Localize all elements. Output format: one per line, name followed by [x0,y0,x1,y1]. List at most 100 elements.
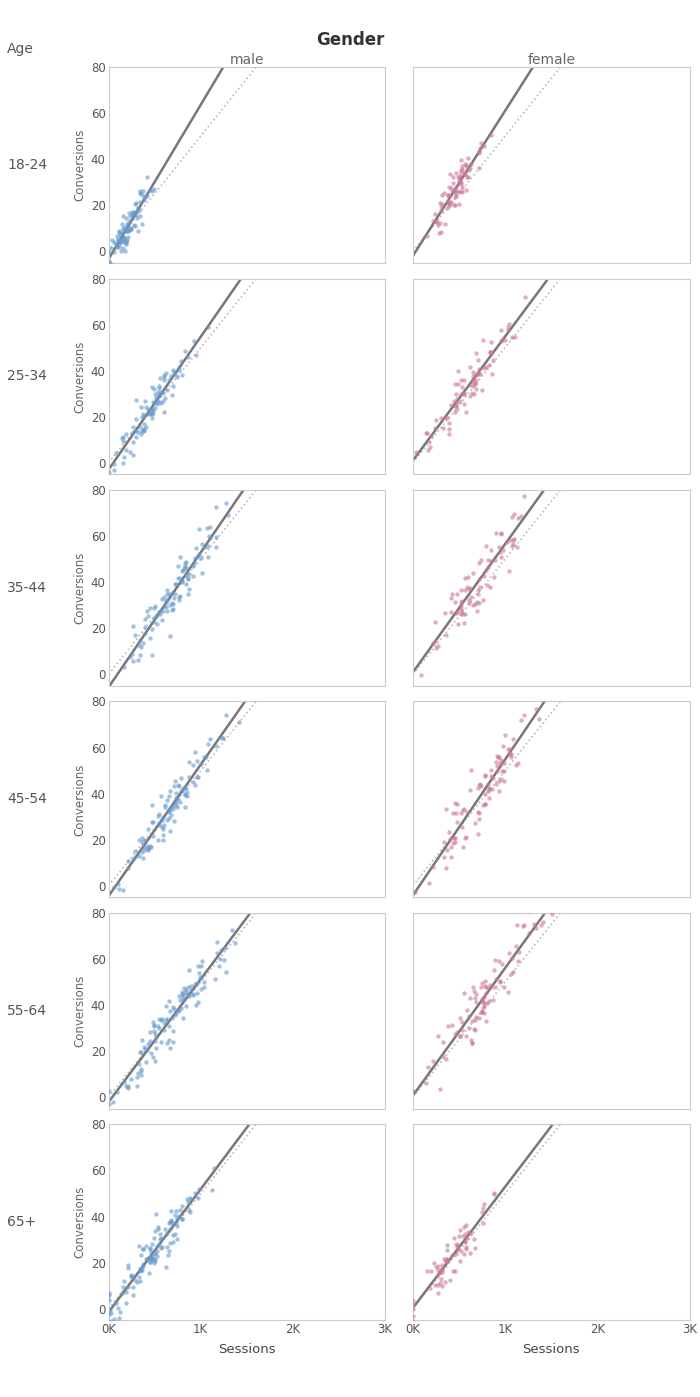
Point [479,766,490,788]
Point [468,365,479,387]
Point [452,373,463,395]
Point [508,528,519,550]
Point [164,1232,176,1255]
Point [143,398,154,420]
Point [198,971,209,993]
Point [168,374,179,397]
Point [179,339,190,362]
Point [151,1235,162,1257]
Point [173,587,184,609]
Point [148,826,159,848]
Point [193,543,204,566]
Point [211,525,222,548]
Point [459,1224,470,1246]
Point [520,285,531,307]
Point [440,602,451,624]
Point [176,767,187,789]
Point [116,427,127,450]
Point [193,1178,204,1200]
Point [480,982,491,1004]
Point [500,724,511,746]
Point [476,990,487,1013]
Point [168,775,179,798]
Point [178,983,189,1006]
Point [129,845,140,868]
Text: 35-44: 35-44 [7,581,47,595]
Point [452,180,463,203]
Point [551,662,562,685]
Point [197,562,208,584]
Point [133,1235,144,1257]
Point [188,982,199,1004]
Point [512,507,524,529]
Point [133,648,144,671]
Point [146,1248,157,1270]
Point [473,802,484,824]
Point [150,1249,161,1271]
Point [480,975,491,997]
Point [466,1032,477,1055]
Point [449,394,461,416]
Point [112,225,123,247]
Point [150,605,162,627]
Point [168,795,179,817]
Point [177,988,188,1010]
Point [143,1032,154,1055]
Point [435,221,447,243]
Point [125,1264,136,1287]
Y-axis label: Conversions: Conversions [74,763,87,835]
Point [435,1267,447,1289]
Point [473,774,484,796]
Point [183,958,194,981]
Point [155,367,166,390]
Point [483,549,494,571]
Point [164,785,175,807]
Point [154,803,165,826]
Point [127,1264,139,1287]
Point [475,137,486,159]
Point [158,814,169,837]
Point [195,954,206,977]
Point [127,430,139,453]
Point [162,588,174,610]
Point [495,319,506,341]
Point [470,1006,482,1028]
Point [129,214,140,236]
Point [505,743,517,766]
Point [475,977,486,999]
Point [148,1014,160,1037]
Point [483,989,494,1011]
Point [176,570,188,592]
Point [456,598,467,620]
Point [136,841,148,863]
Point [170,770,181,792]
Point [129,623,140,645]
Point [141,186,153,208]
Point [220,492,232,514]
Point [452,359,463,381]
Point [455,172,466,194]
Point [220,703,232,725]
Point [455,180,466,203]
Point [456,376,468,398]
Point [486,549,497,571]
Point [141,1235,152,1257]
Point [506,963,517,985]
Point [143,605,154,627]
Point [456,383,467,405]
Point [180,555,191,577]
Point [445,191,456,214]
Point [158,585,169,608]
Point [452,1238,463,1260]
Point [434,222,445,244]
Point [163,583,174,605]
Point [165,1210,176,1232]
Point [509,327,520,349]
Point [435,200,447,222]
Point [470,1236,481,1259]
Point [146,398,157,420]
Point [173,1204,184,1227]
Point [443,412,454,434]
Point [150,1243,161,1266]
Point [125,205,136,228]
